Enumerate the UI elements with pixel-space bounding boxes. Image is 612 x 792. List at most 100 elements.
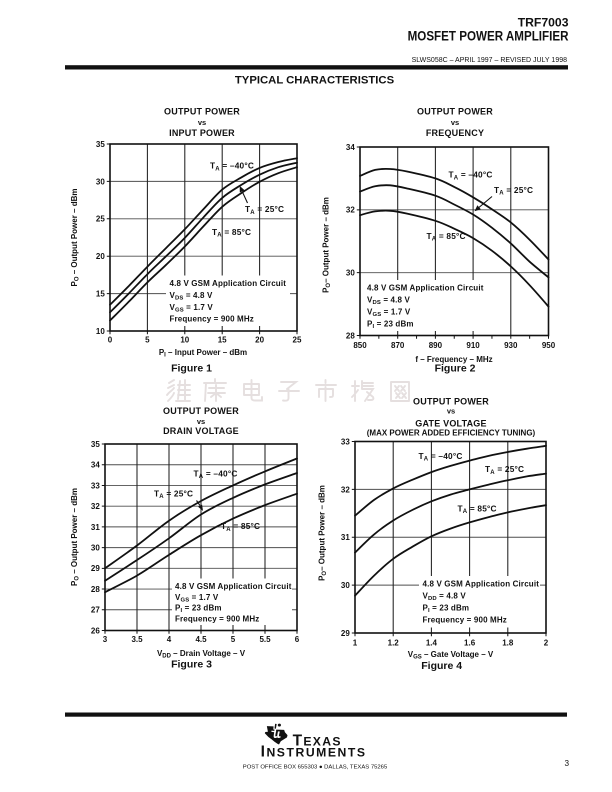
svg-text:(MAX POWER ADDED EFFICIENCY TU: (MAX POWER ADDED EFFICIENCY TUNING)	[367, 428, 536, 437]
svg-text:GATE VOLTAGE: GATE VOLTAGE	[415, 418, 486, 428]
svg-text:26: 26	[91, 626, 100, 635]
svg-text:PO – Output Power – dBm: PO – Output Power – dBm	[70, 188, 81, 286]
svg-text:TA = 85°C: TA = 85°C	[221, 521, 260, 533]
svg-text:TRF7003: TRF7003	[518, 15, 569, 29]
svg-text:TA = 85°C: TA = 85°C	[427, 231, 466, 243]
svg-text:3.5: 3.5	[131, 635, 143, 644]
svg-text:Frequency = 900 MHz: Frequency = 900 MHz	[175, 614, 259, 623]
svg-text:32: 32	[341, 485, 350, 494]
svg-text:28: 28	[346, 331, 355, 340]
svg-text:OUTPUT POWER: OUTPUT POWER	[417, 107, 493, 117]
svg-text:PO – Output Power – dBm: PO – Output Power – dBm	[70, 488, 81, 586]
svg-text:950: 950	[542, 341, 556, 350]
svg-text:TA = 85°C: TA = 85°C	[458, 503, 497, 515]
svg-text:1.8: 1.8	[502, 639, 514, 648]
svg-text:910: 910	[466, 341, 480, 350]
svg-text:20: 20	[255, 335, 264, 344]
svg-text:32: 32	[91, 502, 100, 511]
svg-text:4.5: 4.5	[195, 635, 207, 644]
svg-text:MOSFET POWER AMPLIFIER: MOSFET POWER AMPLIFIER	[408, 27, 570, 43]
svg-text:VGS – Gate Voltage – V: VGS – Gate Voltage – V	[408, 650, 494, 661]
svg-text:5: 5	[145, 335, 150, 344]
svg-text:Figure 3: Figure 3	[171, 659, 212, 671]
svg-text:27: 27	[91, 606, 100, 615]
svg-text:TA = 25°C: TA = 25°C	[245, 204, 284, 216]
svg-text:PI = 23 dBm: PI = 23 dBm	[367, 320, 414, 331]
svg-text:870: 870	[391, 341, 405, 350]
svg-text:Figure 4: Figure 4	[421, 660, 462, 672]
svg-text:32: 32	[346, 206, 355, 215]
svg-text:TA = –40°C: TA = –40°C	[449, 170, 493, 182]
svg-text:4: 4	[167, 635, 172, 644]
svg-text:VGS = 1.7 V: VGS = 1.7 V	[175, 593, 219, 604]
svg-text:31: 31	[91, 523, 100, 532]
svg-text:1.6: 1.6	[464, 639, 476, 648]
svg-text:5: 5	[231, 635, 236, 644]
svg-text:28: 28	[91, 585, 100, 594]
svg-text:4.8 V GSM Application Circuit: 4.8 V GSM Application Circuit	[175, 582, 292, 591]
svg-text:OUTPUT POWER: OUTPUT POWER	[413, 397, 489, 407]
svg-text:TA = –40°C: TA = –40°C	[194, 468, 238, 480]
svg-text:vs: vs	[447, 406, 455, 415]
svg-text:TYPICAL CHARACTERISTICS: TYPICAL CHARACTERISTICS	[235, 75, 395, 87]
svg-text:VGS = 1.7 V: VGS = 1.7 V	[367, 308, 411, 319]
svg-text:OUTPUT POWER: OUTPUT POWER	[164, 107, 240, 117]
svg-text:PI = 23 dBm: PI = 23 dBm	[175, 604, 222, 615]
svg-text:15: 15	[218, 335, 227, 344]
svg-text:20: 20	[96, 252, 105, 261]
svg-text:f – Frequency – MHz: f – Frequency – MHz	[415, 355, 492, 364]
svg-text:Figure 1: Figure 1	[171, 363, 212, 375]
svg-text:VGS = 1.7 V: VGS = 1.7 V	[170, 303, 214, 314]
svg-text:Frequency = 900 MHz: Frequency = 900 MHz	[170, 315, 254, 324]
svg-text:35: 35	[96, 140, 105, 149]
svg-text:Figure 2: Figure 2	[435, 363, 476, 375]
svg-text:TEXAS: TEXAS	[293, 732, 342, 749]
svg-text:850: 850	[353, 341, 367, 350]
svg-text:30: 30	[341, 581, 350, 590]
svg-text:1.4: 1.4	[426, 639, 438, 648]
svg-text:TA = 25°C: TA = 25°C	[154, 488, 193, 500]
svg-text:35: 35	[91, 440, 100, 449]
svg-text:OUTPUT POWER: OUTPUT POWER	[163, 406, 239, 416]
svg-text:VDD = 4.8 V: VDD = 4.8 V	[423, 592, 467, 603]
svg-text:15: 15	[96, 290, 105, 299]
svg-text:30: 30	[96, 177, 105, 186]
svg-text:PI = 23 dBm: PI = 23 dBm	[423, 604, 470, 615]
svg-text:10: 10	[96, 327, 105, 336]
svg-text:890: 890	[429, 341, 443, 350]
svg-text:29: 29	[91, 564, 100, 573]
svg-text:4.8 V GSM Application Circuit: 4.8 V GSM Application Circuit	[367, 284, 484, 293]
svg-text:TA = –40°C: TA = –40°C	[210, 161, 254, 173]
svg-text:TA = 25°C: TA = 25°C	[494, 185, 533, 197]
svg-text:10: 10	[180, 335, 189, 344]
svg-text:TA = –40°C: TA = –40°C	[419, 451, 463, 463]
svg-text:2: 2	[544, 639, 549, 648]
svg-text:29: 29	[341, 629, 350, 638]
svg-text:INSTRUMENTS: INSTRUMENTS	[261, 744, 367, 761]
svg-text:Frequency = 900 MHz: Frequency = 900 MHz	[423, 616, 507, 625]
svg-text:TA = 25°C: TA = 25°C	[485, 464, 524, 476]
svg-text:TA = 85°C: TA = 85°C	[212, 227, 251, 239]
svg-text:VDS = 4.8 V: VDS = 4.8 V	[170, 291, 213, 302]
svg-text:33: 33	[91, 481, 100, 490]
svg-text:PO– Output Power – dBm: PO– Output Power – dBm	[318, 485, 329, 581]
svg-text:PI – Input Power – dBm: PI – Input Power – dBm	[159, 348, 247, 359]
svg-text:930: 930	[504, 341, 518, 350]
svg-text:25: 25	[96, 215, 105, 224]
svg-text:3: 3	[564, 759, 569, 768]
svg-text:vs: vs	[197, 417, 205, 426]
svg-text:30: 30	[346, 269, 355, 278]
svg-text:4.8 V GSM Application Circuit: 4.8 V GSM Application Circuit	[423, 580, 540, 589]
svg-text:5.5: 5.5	[259, 635, 271, 644]
svg-text:25: 25	[293, 335, 302, 344]
svg-text:FREQUENCY: FREQUENCY	[426, 128, 484, 138]
svg-text:34: 34	[91, 461, 100, 470]
svg-text:34: 34	[346, 143, 355, 152]
svg-text:4.8 V GSM Application Circuit: 4.8 V GSM Application Circuit	[170, 279, 287, 288]
svg-text:1: 1	[353, 639, 358, 648]
svg-text:PO– Output Power – dBm: PO– Output Power – dBm	[322, 197, 333, 293]
svg-text:31: 31	[341, 533, 350, 542]
svg-text:1.2: 1.2	[388, 639, 400, 648]
svg-text:vs: vs	[451, 118, 459, 127]
svg-text:POST OFFICE BOX 655303 ● DALLA: POST OFFICE BOX 655303 ● DALLAS, TEXAS 7…	[243, 765, 388, 771]
